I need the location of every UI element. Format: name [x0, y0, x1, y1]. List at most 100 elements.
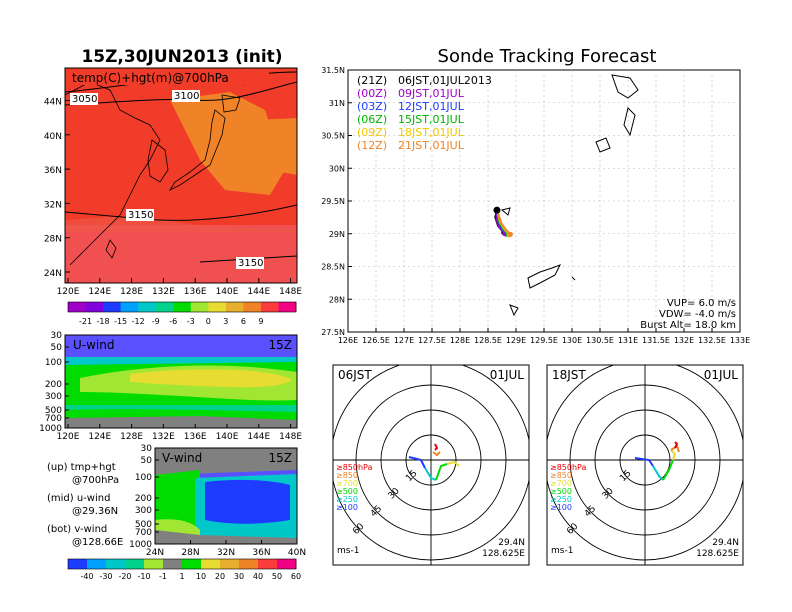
launch-point: [493, 206, 501, 214]
track-lat-label: 28N: [329, 295, 345, 304]
track-lat-label: 29.5N: [321, 197, 345, 206]
lon-tick-label: 144E: [247, 287, 270, 297]
wind-colorbar-label: -40: [80, 572, 93, 581]
track-lon-label: 130.5E: [586, 336, 614, 345]
track-legend-utc: (12Z): [357, 139, 387, 152]
track-param: VDW= -4.0 m/s: [659, 309, 736, 320]
track-lat-label: 28.5N: [321, 263, 345, 272]
u-pressure-label: 300: [45, 392, 62, 402]
island-tanegashima: [623, 107, 636, 137]
u-wind-band-yellow: [130, 369, 292, 388]
lon-tick-label: 136E: [184, 287, 207, 297]
island-small-1: [500, 207, 511, 216]
u-wind-panel: U-wind 15Z: [64, 334, 298, 429]
u-pressure-label: 500: [45, 406, 62, 416]
temp-colorbar: -21 -18 -15 -12 -9 -6 -3 0 3 6 9: [67, 301, 297, 326]
u-lon-label: 128E: [120, 432, 143, 442]
contour-label-box: [126, 209, 154, 221]
contour-label: 3150: [238, 258, 263, 269]
colorbar-label: -12: [132, 317, 145, 326]
v-pressure-label: 500: [135, 520, 152, 530]
track-landing-point: [507, 231, 513, 237]
wind-colorbar-swatch: [258, 559, 278, 569]
u-pressure-label: 200: [45, 380, 62, 390]
wind-colorbar-swatch: [106, 559, 126, 569]
colorbar-label: 0: [206, 317, 211, 326]
hodo-level-label: ≥700: [336, 479, 358, 488]
contour-label-box: [172, 90, 200, 102]
u-wind-label: U-wind: [73, 338, 114, 352]
v-pressure-label: 1000: [129, 540, 152, 550]
hodo-unit: ms-1: [551, 546, 573, 556]
legend-note-line2: @700hPa: [72, 475, 119, 486]
contour-label: 3100: [174, 91, 199, 102]
colorbar-label: 9: [258, 317, 263, 326]
wind-colorbar-label: -10: [137, 572, 150, 581]
track-lon-label: 133E: [730, 336, 750, 345]
colorbar-swatch: [190, 302, 209, 312]
lon-tick-label: 140E: [216, 287, 239, 297]
coastline-japan: [168, 109, 226, 191]
wind-colorbar-swatch: [87, 559, 107, 569]
coastline-hokkaido: [221, 94, 241, 113]
wind-colorbar-label: 1: [179, 572, 184, 581]
hodo-level-label: ≥100: [336, 503, 358, 512]
lat-tick-label: 44N: [44, 98, 62, 108]
track-lon-label: 128E: [450, 336, 470, 345]
colorbar-label: -18: [97, 317, 110, 326]
panel-legend-notes: (up) tmp+hgt @700hPa (mid) u-wind @29.36N (b…: [47, 462, 123, 548]
hodo-trace: [424, 467, 437, 481]
temp-map-warm-band: [65, 225, 297, 283]
hodo-trace: [408, 456, 426, 469]
track-lon-label: 126E: [338, 336, 358, 345]
lon-tick-label: 128E: [120, 287, 143, 297]
right-title: Sonde Tracking Forecast: [438, 46, 657, 67]
hodo-level-label: ≥850: [550, 471, 572, 480]
wind-colorbar-swatch: [182, 559, 202, 569]
colorbar-label: -15: [114, 317, 127, 326]
hodo-level-label: ≥850: [336, 471, 358, 480]
colorbar-label: 6: [241, 317, 246, 326]
hodo-lat: 29.4N: [712, 538, 739, 548]
hodo-level-label: ≥850hPa: [336, 463, 373, 472]
track-legend-utc: (00Z): [357, 87, 387, 100]
track-lon-label: 127E: [394, 336, 414, 345]
lat-tick-label: 32N: [44, 200, 62, 210]
hodo-trace: [634, 457, 654, 467]
hodo-lon: 128.625E: [482, 549, 525, 559]
hodo-level-label: ≥250: [550, 495, 572, 504]
lat-tick-label: 24N: [44, 269, 62, 279]
hodo-trace: [652, 465, 664, 481]
wind-colorbar-swatch: [220, 559, 240, 569]
temp-map-warm-band-2: [65, 215, 297, 232]
temp-map-label: temp(C)+hgt(m)@700hPa: [72, 71, 229, 85]
island-okinoerabu: [509, 304, 519, 317]
hodo-level-label: ≥500: [550, 487, 572, 496]
colorbar-label: -21: [79, 317, 92, 326]
u-lon-label: 120E: [57, 432, 80, 442]
colorbar-swatch: [68, 302, 87, 312]
u-lon-label: 148E: [279, 432, 302, 442]
wind-colorbar-swatch: [144, 559, 164, 569]
track-lon-label: 128.5E: [474, 336, 502, 345]
track-legend-utc: (21Z): [357, 74, 387, 87]
track-legend-jst: 09JST,01JUL: [398, 87, 465, 100]
track-param: VUP= 6.0 m/s: [667, 298, 736, 309]
u-lon-label: 140E: [216, 432, 239, 442]
v-pressure-label: 50: [141, 456, 153, 466]
hodo-level-label: ≥850hPa: [550, 463, 587, 472]
hodo-date: 01JUL: [490, 368, 525, 382]
wind-colorbar-swatch: [239, 559, 259, 569]
wind-colorbar: -40 -30 -20 -10 -1 1 10 20 30 40 50 60: [67, 558, 301, 581]
v-lat-label: 36N: [252, 548, 270, 558]
track-lon-label: 127.5E: [418, 336, 446, 345]
contour-label: 3050: [72, 94, 97, 105]
colorbar-swatch: [138, 302, 157, 312]
u-lon-label: 124E: [88, 432, 111, 442]
island-amami: [527, 264, 562, 289]
colorbar-swatch: [155, 302, 174, 312]
hodo-time: 06JST: [338, 368, 372, 382]
